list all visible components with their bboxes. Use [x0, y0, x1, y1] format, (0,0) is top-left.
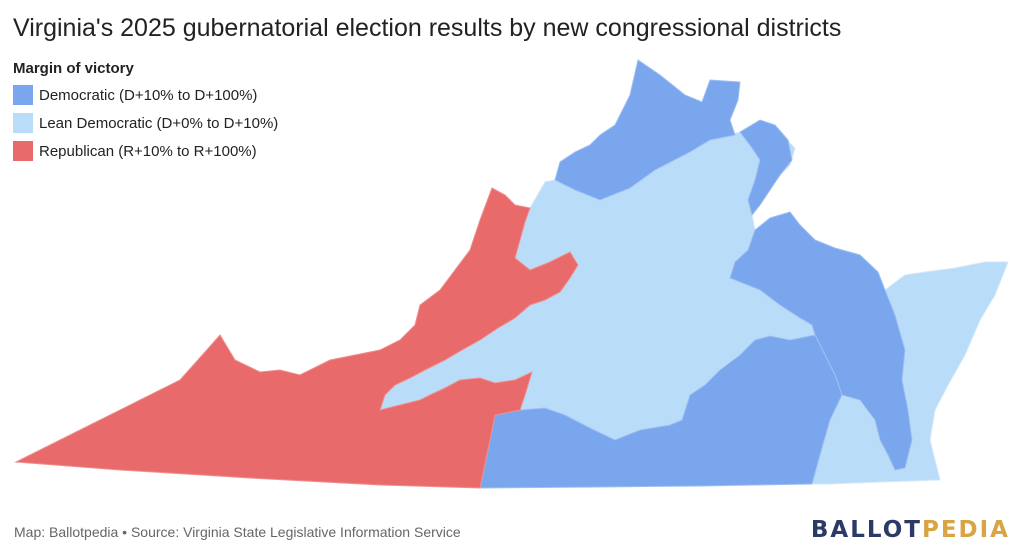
swatch-lean-democratic: [13, 113, 33, 133]
map-title: Virginia's 2025 gubernatorial election r…: [13, 14, 842, 42]
legend-label-republican: Republican (R+10% to R+100%): [39, 142, 257, 160]
legend: Margin of victory Democratic (D+10% to D…: [13, 60, 278, 167]
ballotpedia-logo: BALLOTPEDIA: [811, 517, 1010, 543]
legend-title: Margin of victory: [13, 60, 134, 77]
logo-part-ballot: BALLOT: [810, 517, 922, 543]
legend-item-republican: Republican (R+10% to R+100%): [13, 139, 278, 163]
district-democratic-southside: [479, 334, 843, 489]
logo-part-pedia: PEDIA: [921, 517, 1010, 543]
district-democratic-dc-suburbs: [739, 119, 793, 217]
swatch-republican: [13, 141, 33, 161]
map-source: Map: Ballotpedia • Source: Virginia Stat…: [14, 524, 461, 540]
legend-label-lean-democratic: Lean Democratic (D+0% to D+10%): [39, 114, 279, 132]
district-republican-west: [14, 187, 579, 489]
legend-item-lean-democratic: Lean Democratic (D+0% to D+10%): [13, 111, 278, 135]
district-democratic-tidewater: [729, 211, 913, 471]
swatch-democratic: [13, 85, 33, 105]
district-democratic-north: [554, 59, 741, 201]
legend-label-democratic: Democratic (D+10% to D+100%): [39, 86, 258, 104]
legend-item-democratic: Democratic (D+10% to D+100%): [13, 83, 278, 107]
